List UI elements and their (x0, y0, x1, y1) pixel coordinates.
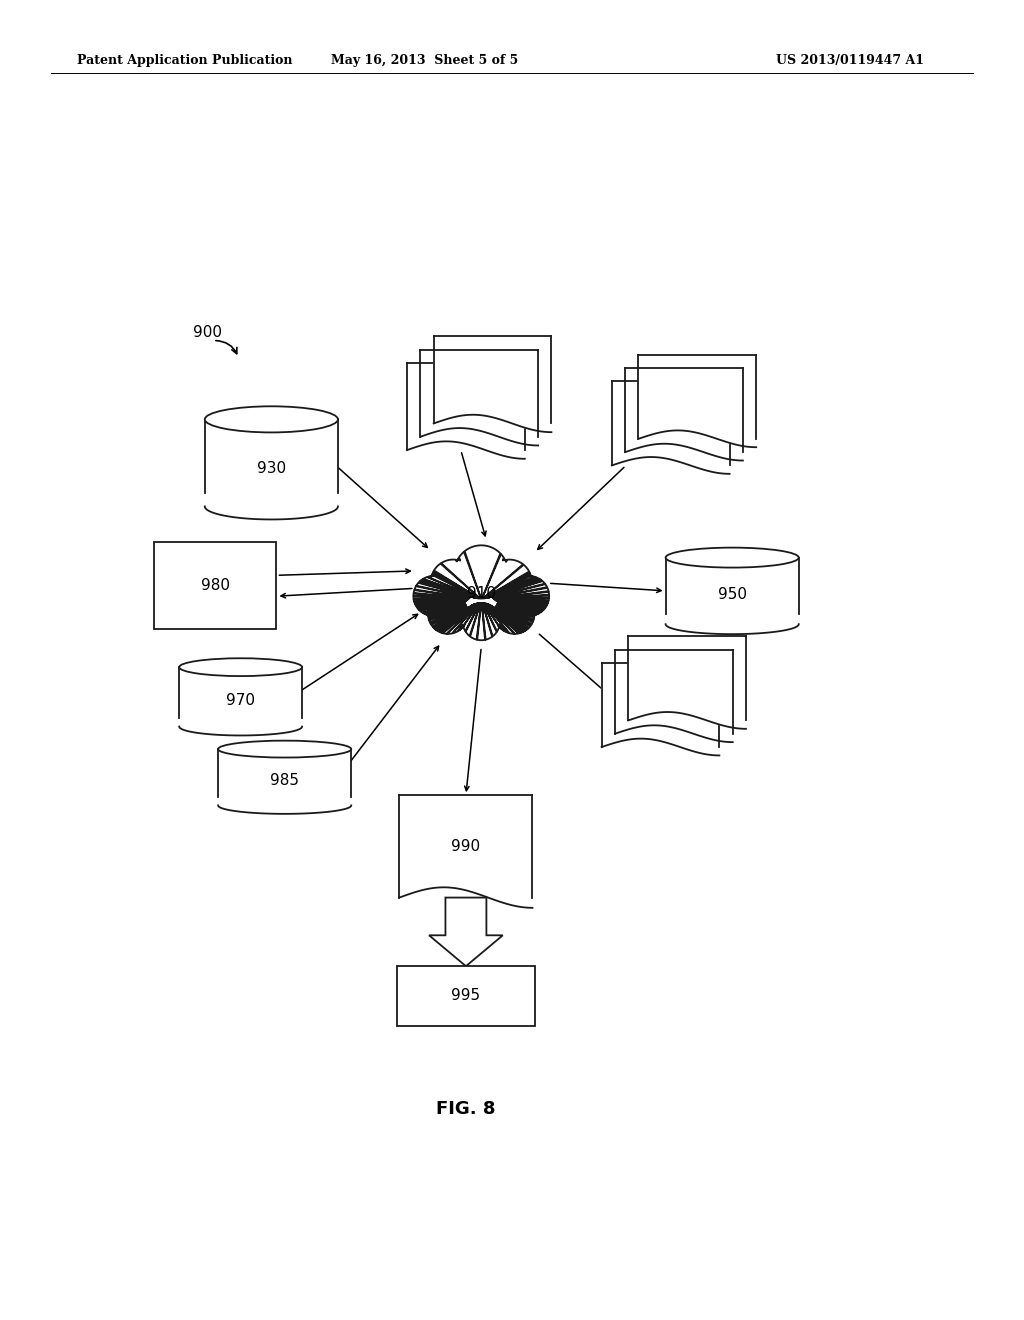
Polygon shape (218, 748, 351, 797)
Bar (154, 543, 276, 630)
Text: 995: 995 (452, 989, 480, 1003)
Polygon shape (666, 557, 799, 614)
Polygon shape (602, 663, 719, 755)
Text: US 2013/0119447 A1: US 2013/0119447 A1 (776, 54, 924, 66)
Polygon shape (625, 368, 743, 461)
Text: Patent Application Publication: Patent Application Publication (77, 54, 292, 66)
Bar (397, 966, 535, 1026)
Text: 930: 930 (257, 461, 286, 475)
Polygon shape (639, 355, 756, 447)
Polygon shape (614, 649, 733, 742)
Polygon shape (666, 614, 799, 634)
Text: 990: 990 (452, 840, 480, 854)
Ellipse shape (218, 741, 351, 758)
Text: 940: 940 (648, 416, 677, 430)
Ellipse shape (666, 548, 799, 568)
Text: FIG. 8: FIG. 8 (436, 1100, 496, 1118)
Text: 910: 910 (467, 586, 496, 601)
Text: 950: 950 (718, 587, 746, 602)
Text: May 16, 2013  Sheet 5 of 5: May 16, 2013 Sheet 5 of 5 (332, 54, 518, 66)
Polygon shape (218, 797, 351, 814)
Polygon shape (179, 667, 302, 718)
Polygon shape (421, 350, 539, 445)
Polygon shape (205, 494, 338, 520)
Polygon shape (429, 898, 503, 966)
Text: 900: 900 (193, 325, 221, 339)
Polygon shape (612, 381, 729, 474)
Text: 960: 960 (638, 697, 667, 713)
Polygon shape (434, 337, 552, 432)
Ellipse shape (179, 659, 302, 676)
Polygon shape (414, 545, 549, 640)
Polygon shape (205, 420, 338, 494)
Polygon shape (629, 636, 745, 729)
Ellipse shape (205, 407, 338, 433)
Text: 980: 980 (201, 578, 229, 593)
Text: 920: 920 (443, 399, 472, 414)
Polygon shape (179, 718, 302, 735)
Polygon shape (399, 795, 532, 908)
Polygon shape (408, 363, 525, 459)
Text: 985: 985 (270, 774, 299, 788)
Text: 970: 970 (226, 693, 255, 708)
